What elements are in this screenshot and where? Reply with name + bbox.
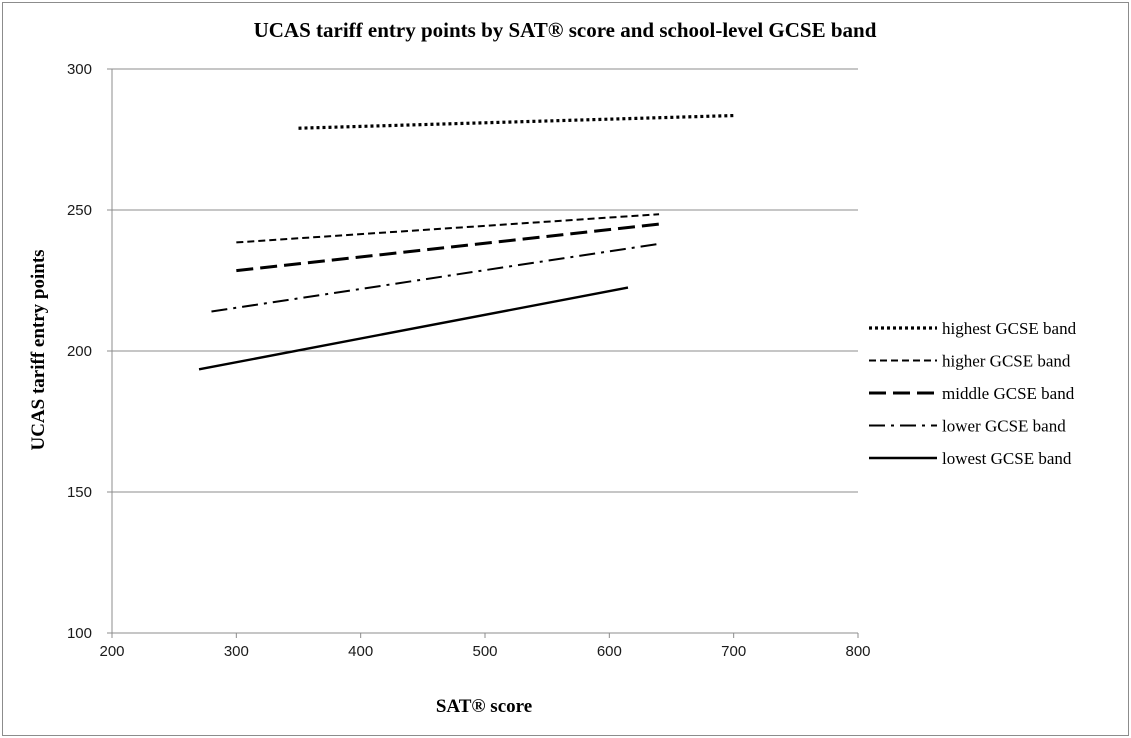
y-axis-title: UCAS tariff entry points	[28, 249, 49, 450]
y-tick-label-250: 250	[67, 202, 92, 219]
chart-title: UCAS tariff entry points by SAT® score a…	[254, 18, 877, 42]
gridlines	[112, 68, 858, 493]
x-tick-label-500: 500	[472, 643, 497, 660]
series-line-2	[236, 213, 660, 244]
x-tick-label-600: 600	[597, 643, 622, 660]
legend-label-5: lowest GCSE band	[942, 449, 1072, 468]
y-tick-label-100: 100	[67, 625, 92, 642]
y-tick-label-150: 150	[67, 484, 92, 501]
y-tick-labels: 100 150 200 250 300	[67, 61, 112, 642]
series-line-5	[198, 286, 629, 371]
legend-label-3: middle GCSE band	[942, 384, 1075, 403]
legend-label-2: higher GCSE band	[942, 352, 1071, 371]
x-tick-label-800: 800	[845, 643, 870, 660]
x-tick-label-400: 400	[348, 643, 373, 660]
series-lines	[198, 113, 734, 371]
legend-label-4: lower GCSE band	[942, 417, 1066, 436]
x-tick-label-300: 300	[224, 643, 249, 660]
series-line-1	[298, 113, 734, 130]
x-axis-title: SAT® score	[436, 696, 532, 717]
y-tick-label-300: 300	[67, 61, 92, 78]
legend-label-1: highest GCSE band	[942, 319, 1077, 338]
x-tick-label-200: 200	[99, 643, 124, 660]
series-line-4	[211, 242, 660, 313]
legend: highest GCSE band higher GCSE band middle …	[869, 319, 1077, 468]
series-line-3	[236, 222, 660, 273]
x-tick-labels: 200 300 400 500 600 700 800	[99, 633, 871, 660]
y-tick-label-200: 200	[67, 343, 92, 360]
x-tick-label-700: 700	[721, 643, 746, 660]
